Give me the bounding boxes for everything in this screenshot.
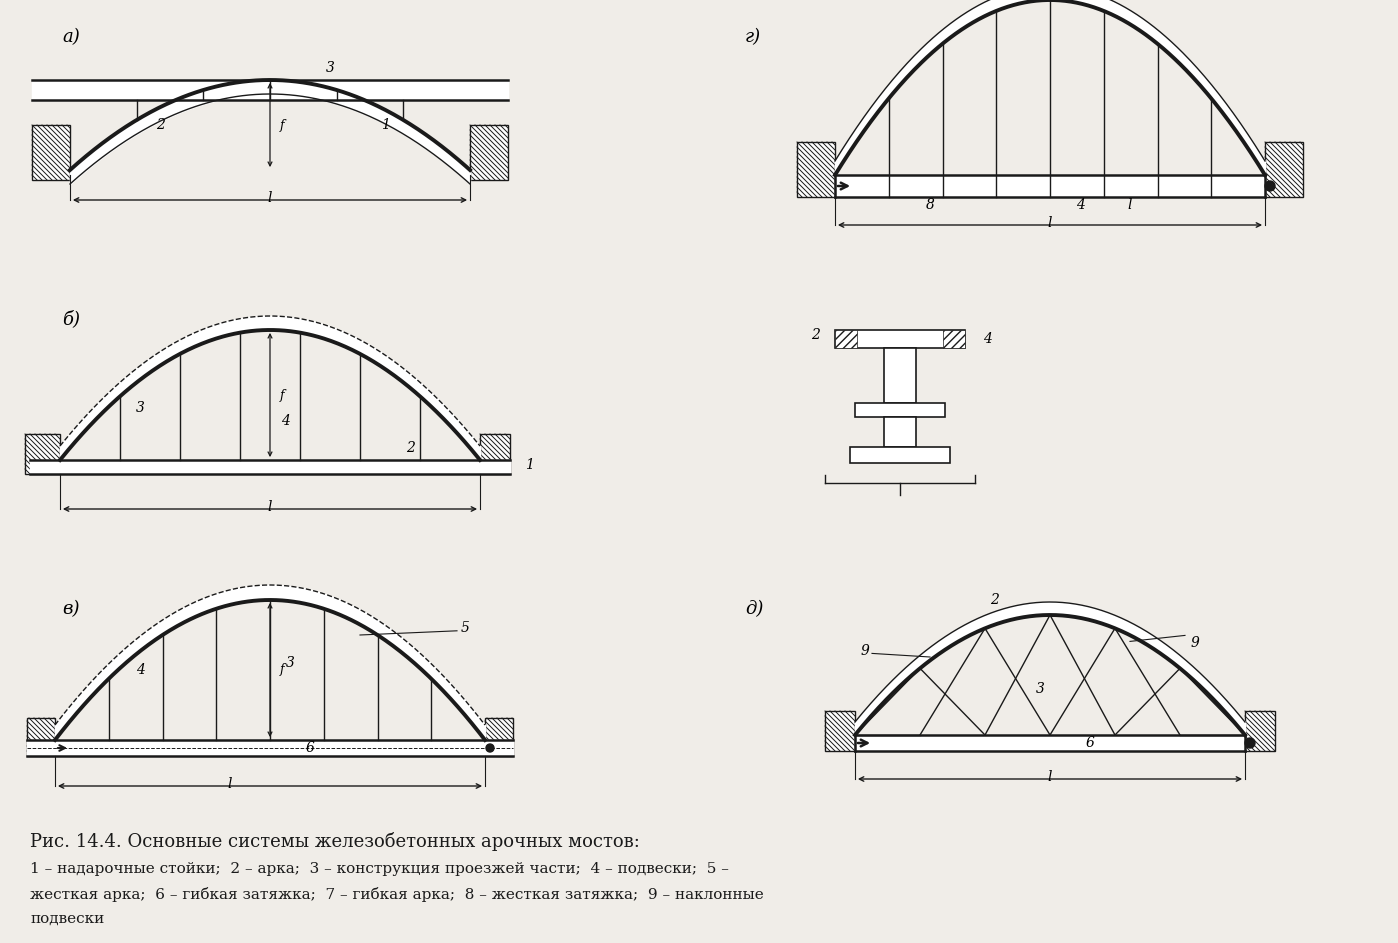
Text: 3: 3 [326, 61, 334, 75]
Text: 3: 3 [285, 656, 295, 670]
Text: 3: 3 [1036, 683, 1044, 696]
Text: 2: 2 [405, 441, 414, 455]
Text: г): г) [745, 28, 761, 46]
Circle shape [487, 744, 493, 752]
Text: 4: 4 [281, 414, 289, 428]
Text: жесткая арка;  6 – гибкая затяжка;  7 – гибкая арка;  8 – жесткая затяжка;  9 – : жесткая арка; 6 – гибкая затяжка; 7 – ги… [29, 887, 763, 902]
Text: 8: 8 [925, 198, 934, 212]
Bar [835, 330, 857, 348]
Text: 9: 9 [861, 644, 870, 658]
Text: Рис. 14.4. Основные системы железобетонных арочных мостов:: Рис. 14.4. Основные системы железобетонн… [29, 832, 640, 851]
Text: 6: 6 [306, 741, 315, 755]
Text: в): в) [62, 600, 80, 618]
Bar [884, 417, 916, 447]
Text: 1: 1 [380, 118, 390, 132]
Text: f: f [280, 664, 284, 676]
Text: l: l [228, 777, 232, 791]
Bar [32, 125, 70, 180]
Text: 2: 2 [991, 593, 1000, 607]
Text: l: l [1047, 770, 1053, 784]
Text: а): а) [62, 28, 80, 46]
Text: l: l [268, 191, 273, 205]
Bar [470, 125, 507, 180]
Text: f: f [280, 389, 284, 402]
Text: l: l [268, 500, 273, 514]
Text: 4: 4 [1075, 198, 1085, 212]
Bar [485, 718, 513, 756]
Bar [825, 711, 856, 751]
Text: 2: 2 [811, 328, 821, 342]
Text: 3: 3 [136, 401, 144, 415]
Bar [856, 403, 945, 417]
Bar [480, 434, 510, 474]
Text: 1: 1 [526, 458, 534, 472]
Text: f: f [280, 119, 284, 131]
Text: 6: 6 [1086, 736, 1095, 750]
Circle shape [1265, 181, 1275, 191]
Text: б): б) [62, 310, 80, 328]
Text: 4: 4 [136, 663, 144, 677]
Text: 5: 5 [460, 621, 470, 635]
Bar [850, 447, 951, 463]
Text: подвески: подвески [29, 912, 105, 926]
Circle shape [1246, 738, 1255, 748]
Text: 4: 4 [983, 332, 991, 346]
Bar [797, 142, 835, 197]
Bar [1265, 142, 1303, 197]
Bar [835, 330, 965, 348]
Text: l: l [1047, 216, 1053, 230]
Text: 2: 2 [155, 118, 165, 132]
Bar [884, 348, 916, 403]
Text: д): д) [745, 600, 763, 618]
Text: 9: 9 [1191, 636, 1199, 650]
Bar [1246, 711, 1275, 751]
Text: l: l [1128, 198, 1132, 212]
Bar [27, 718, 55, 756]
Text: 1 – надарочные стойки;  2 – арка;  3 – конструкция проезжей части;  4 – подвески: 1 – надарочные стойки; 2 – арка; 3 – кон… [29, 862, 728, 876]
Bar [944, 330, 965, 348]
Bar [25, 434, 60, 474]
